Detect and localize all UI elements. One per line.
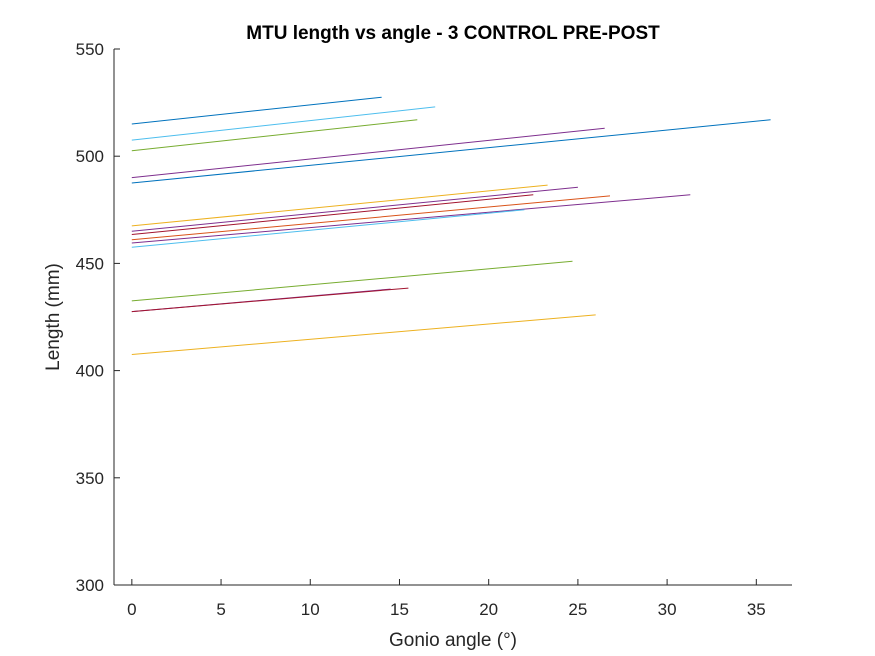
series-line-9 [131,195,611,241]
x-tick-label: 35 [747,600,766,619]
x-tick-label: 30 [658,600,677,619]
series-line-12 [131,260,573,302]
series-line-11 [131,209,525,248]
axes [113,49,792,586]
series-line-3 [131,119,418,152]
x-axis-label: Gonio angle (°) [389,630,517,651]
x-tick-label: 0 [127,600,136,619]
series-line-2 [131,106,436,141]
x-tick-label: 20 [479,600,498,619]
series-line-1 [131,96,382,125]
plot-lines [131,96,771,355]
series-line-4 [131,127,605,179]
series-line-15 [131,314,596,355]
x-tick-label: 5 [216,600,225,619]
series-line-10 [131,194,691,244]
x-tick-label: 25 [568,600,587,619]
x-tick-label: 10 [301,600,320,619]
series-line-8 [131,194,534,235]
x-tick-label: 15 [390,600,409,619]
y-axis-label: Length (mm) [43,263,64,371]
y-tick-label: 450 [76,254,104,273]
chart-title: MTU length vs angle - 3 CONTROL PRE-POST [246,23,660,44]
y-tick-label: 300 [76,576,104,595]
y-tick-label: 400 [76,362,104,381]
ticks: 0 5 10 15 20 25 30 35 300 350 400 450 500 550 [76,40,766,619]
series-line-5 [131,119,771,184]
y-tick-label: 350 [76,469,104,488]
series-line-14 [131,287,409,313]
series-line-6 [131,184,548,227]
y-tick-label: 550 [76,40,104,59]
y-tick-label: 500 [76,147,104,166]
series-line-7 [131,186,578,232]
